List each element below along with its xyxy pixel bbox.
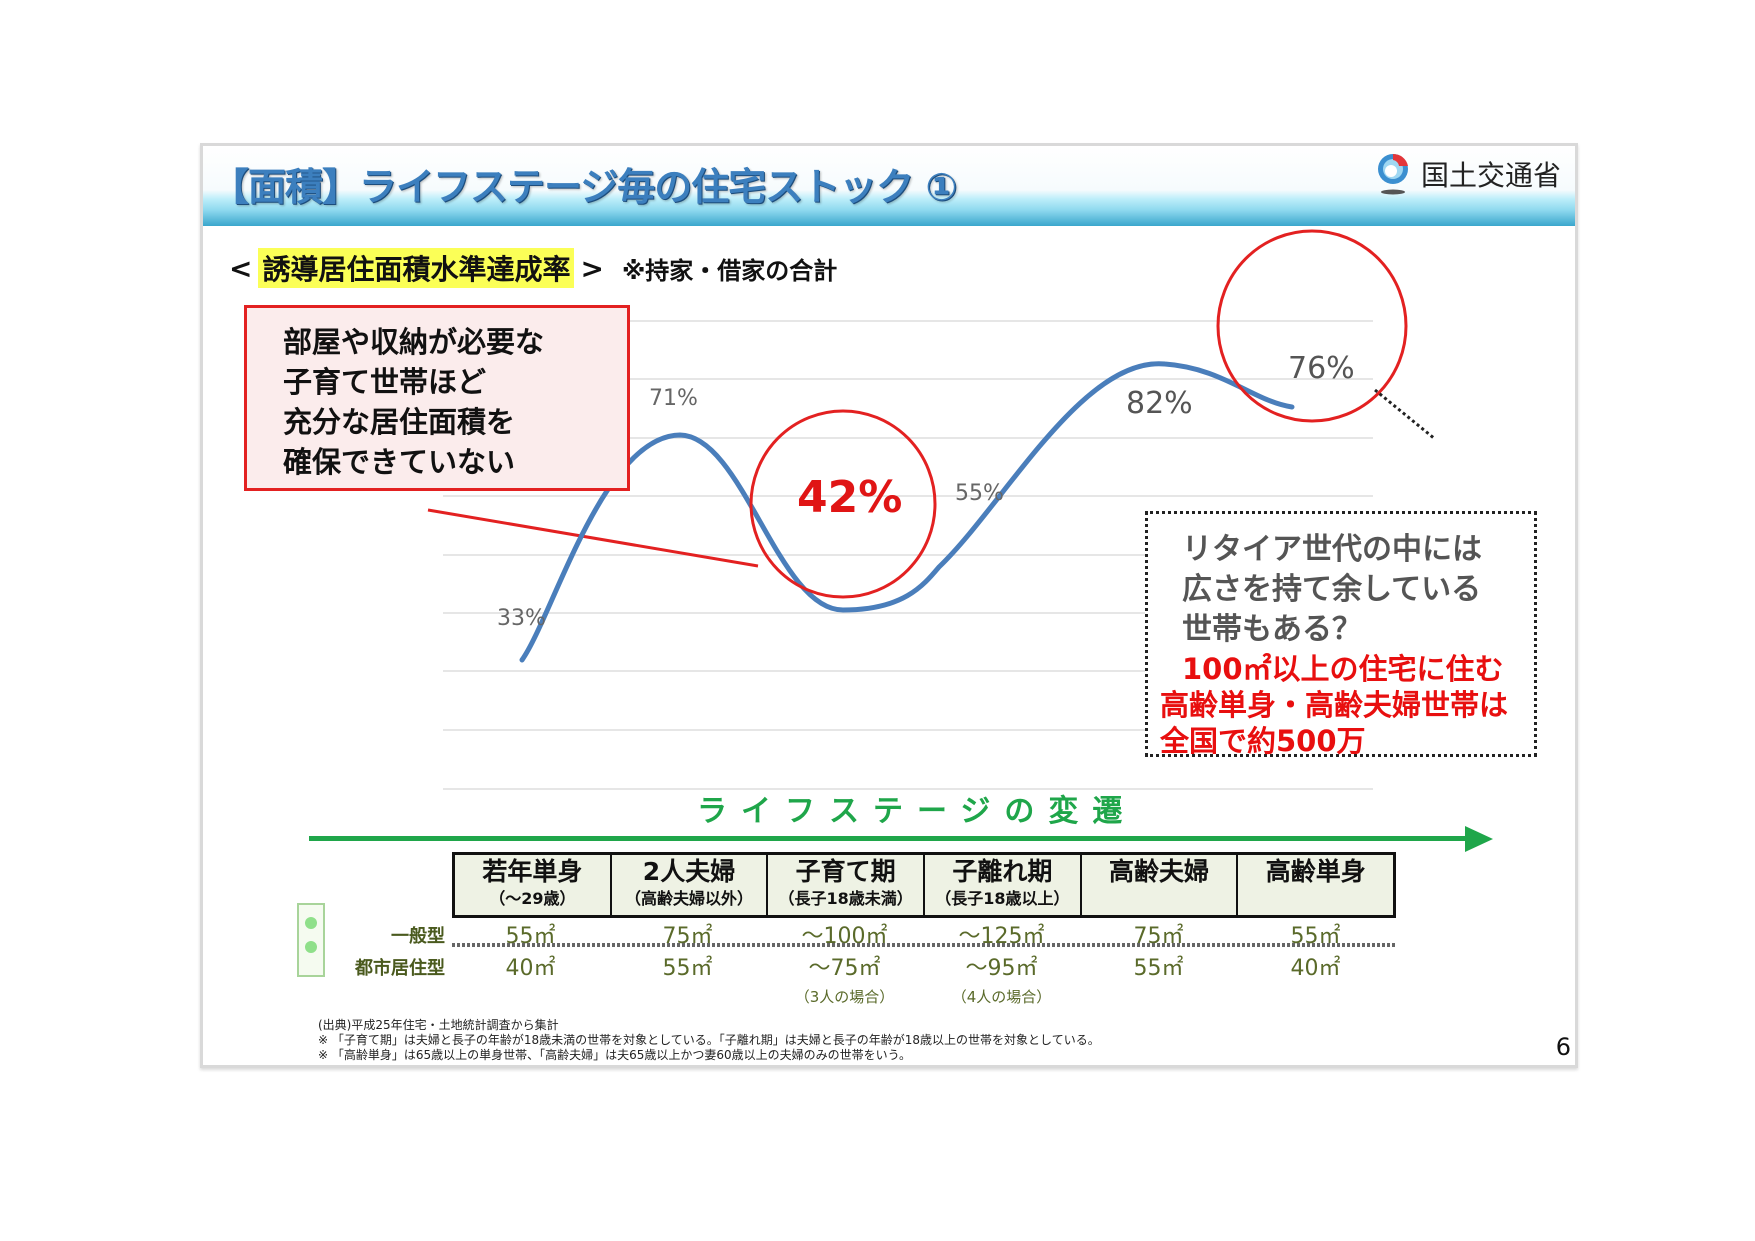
household-note: （4人の場合）	[951, 988, 1052, 1006]
area-cell: 55㎡	[1133, 956, 1184, 981]
data-label-76: 76%	[1288, 351, 1355, 386]
area-cell: 55㎡	[662, 956, 713, 981]
callout-line: 充分な居住面積を	[283, 405, 516, 439]
data-label-82: 82%	[1126, 386, 1193, 421]
data-label-33: 33%	[497, 606, 546, 631]
callout-line-red: 全国で約500万	[1160, 724, 1366, 758]
footnote: ※ 「子育て期」は夫婦と長子の年齢が18歳未満の世帯を対象としている。「子離れ期…	[318, 1033, 1100, 1047]
slide: 【面積】ライフステージ毎の住宅ストック ① 国土交通省 < 誘導居住面積水準達成…	[200, 143, 1578, 1068]
callout-line: 子育て世帯ほど	[283, 365, 487, 399]
callout-line: 広さを持て余している	[1182, 572, 1482, 607]
area-cell: ～95㎡	[965, 956, 1038, 981]
area-cell: ～75㎡	[808, 956, 881, 981]
life-stage-table: 若年単身 （～29歳） 2人夫婦 （高齢夫婦以外） 子育て期 （長子18歳未満）…	[452, 852, 1396, 918]
row-label-general: 一般型	[391, 926, 445, 947]
life-stage-title: ライフステージの変遷	[697, 794, 1137, 829]
slide-title: 【面積】ライフステージ毎の住宅ストック ①	[211, 165, 958, 209]
metric-name: 誘導居住面積水準達成率	[258, 248, 575, 288]
callout-connector-line	[427, 508, 759, 568]
highlight-circle-76	[1216, 229, 1408, 423]
mlit-logo-icon	[1375, 152, 1411, 196]
reference-badge	[297, 903, 325, 977]
page-number: 6	[1555, 1033, 1571, 1061]
stage-couple: 2人夫婦 （高齢夫婦以外）	[612, 855, 769, 915]
chart-heading: < 誘導居住面積水準達成率 > ※持家・借家の合計	[229, 248, 837, 288]
bracket-open: <	[229, 251, 253, 285]
stage-elderly-single: 高齢単身	[1265, 857, 1366, 886]
source-note: (出典)平成25年住宅・土地統計調査から集計	[318, 1018, 559, 1032]
callout-line: 確保できていない	[283, 445, 516, 479]
stage-elderly-couple: 高齢夫婦	[1082, 855, 1239, 915]
title-bar: 【面積】ライフステージ毎の住宅ストック ① 国土交通省	[203, 146, 1575, 226]
row-label-urban: 都市居住型	[355, 958, 445, 979]
area-cell: 40㎡	[1290, 956, 1341, 981]
row-divider	[452, 943, 1396, 947]
child-rearing-callout: 部屋や収納が必要な 子育て世帯ほど 充分な居住面積を 確保できていない	[244, 305, 630, 491]
footnote: ※ 「高齢単身」は65歳以上の単身世帯、「高齢夫婦」は夫65歳以上かつ妻60歳以…	[318, 1048, 911, 1062]
arrow-right-icon	[1465, 826, 1493, 852]
callout-line: 世帯もある？	[1182, 612, 1362, 647]
stage-young-single: 若年単身 （～29歳）	[455, 855, 612, 915]
callout-line: 部屋や収納が必要な	[283, 325, 545, 359]
data-label-55: 55%	[955, 481, 1004, 506]
stage-empty-nest: 子離れ期 （長子18歳以上）	[925, 855, 1082, 915]
callout-line-red: 100㎡以上の住宅に住む	[1182, 652, 1504, 686]
area-cell: 40㎡	[505, 956, 556, 981]
stage-child-rearing: 子育て期 （長子18歳未満）	[768, 855, 926, 915]
callout-line: リタイア世代の中には	[1182, 532, 1482, 567]
callout-line-red: 高齢単身・高齢夫婦世帯は	[1160, 688, 1509, 722]
dotted-connector-line	[1374, 388, 1436, 441]
life-stage-arrow	[309, 836, 1469, 841]
household-note: （3人の場合）	[794, 988, 895, 1006]
data-label-71: 71%	[649, 386, 698, 411]
ministry-logo: 国土交通省	[1375, 152, 1561, 196]
data-label-42: 42%	[797, 472, 903, 523]
bracket-close: >	[580, 251, 604, 285]
retiree-callout: リタイア世代の中には 広さを持て余している 世帯もある？ 100㎡以上の住宅に住…	[1145, 511, 1537, 758]
scope-note: ※持家・借家の合計	[621, 256, 838, 285]
ministry-name: 国土交通省	[1420, 159, 1561, 192]
highlight-circle-42	[749, 409, 937, 599]
